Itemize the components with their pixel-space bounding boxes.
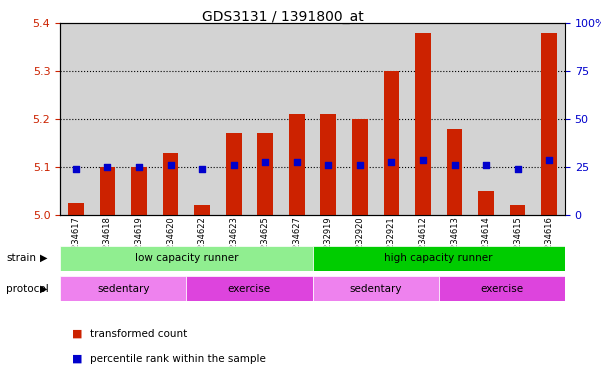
- Bar: [510, 205, 525, 215]
- Text: sedentary: sedentary: [349, 284, 402, 294]
- Point: [71, 166, 81, 172]
- Bar: [60, 276, 186, 301]
- Text: GDS3131 / 1391800_at: GDS3131 / 1391800_at: [201, 10, 364, 23]
- Point: [355, 162, 365, 168]
- Text: exercise: exercise: [228, 284, 271, 294]
- Point: [134, 164, 144, 170]
- Text: ▶: ▶: [40, 253, 47, 263]
- Text: protocol: protocol: [6, 284, 49, 294]
- Text: ■: ■: [72, 329, 82, 339]
- Point: [418, 157, 428, 163]
- Bar: [313, 276, 439, 301]
- Text: low capacity runner: low capacity runner: [135, 253, 238, 263]
- Bar: [60, 246, 313, 271]
- Point: [450, 162, 459, 168]
- Point: [323, 162, 333, 168]
- Bar: [186, 276, 313, 301]
- Bar: [226, 134, 242, 215]
- Point: [545, 157, 554, 163]
- Point: [513, 166, 522, 172]
- Point: [481, 162, 491, 168]
- Bar: [542, 33, 557, 215]
- Bar: [68, 203, 84, 215]
- Bar: [289, 114, 305, 215]
- Text: transformed count: transformed count: [90, 329, 188, 339]
- Point: [229, 162, 239, 168]
- Bar: [415, 33, 431, 215]
- Point: [166, 162, 175, 168]
- Bar: [257, 134, 273, 215]
- Point: [103, 164, 112, 170]
- Text: sedentary: sedentary: [97, 284, 150, 294]
- Text: exercise: exercise: [480, 284, 523, 294]
- Bar: [383, 71, 399, 215]
- Bar: [320, 114, 336, 215]
- Point: [292, 159, 302, 166]
- Bar: [194, 205, 210, 215]
- Bar: [352, 119, 368, 215]
- Point: [197, 166, 207, 172]
- Bar: [478, 191, 494, 215]
- Text: percentile rank within the sample: percentile rank within the sample: [90, 354, 266, 364]
- Point: [386, 159, 396, 166]
- Text: ▶: ▶: [40, 284, 47, 294]
- Bar: [439, 276, 565, 301]
- Text: strain: strain: [6, 253, 36, 263]
- Point: [260, 159, 270, 166]
- Text: ■: ■: [72, 354, 82, 364]
- Bar: [313, 246, 565, 271]
- Text: high capacity runner: high capacity runner: [385, 253, 493, 263]
- Bar: [447, 129, 462, 215]
- Bar: [163, 153, 178, 215]
- Bar: [100, 167, 115, 215]
- Bar: [131, 167, 147, 215]
